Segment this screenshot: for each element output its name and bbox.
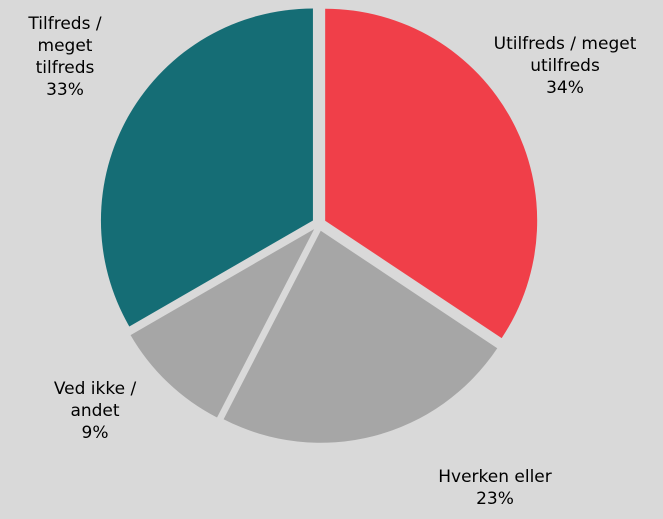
pie-slice: [100, 8, 313, 327]
pie-slice: [325, 8, 538, 339]
slice-label: Tilfreds / meget tilfreds 33%: [10, 13, 120, 101]
slice-label: Ved ikke / andet 9%: [30, 378, 160, 444]
slice-name: Tilfreds / meget tilfreds: [28, 14, 102, 78]
slice-value: 23%: [476, 489, 514, 509]
slice-name: Utilfreds / meget utilfreds: [493, 34, 637, 76]
pie-slice: [223, 230, 498, 443]
slice-label: Hverken eller 23%: [395, 466, 595, 510]
slice-value: 9%: [81, 423, 109, 443]
slice-value: 34%: [546, 78, 584, 98]
slice-name: Hverken eller: [438, 467, 552, 487]
pie-slice: [130, 229, 315, 418]
slice-value: 33%: [46, 80, 84, 100]
slice-name: Ved ikke / andet: [53, 379, 137, 421]
slice-label: Utilfreds / meget utilfreds 34%: [460, 33, 663, 99]
